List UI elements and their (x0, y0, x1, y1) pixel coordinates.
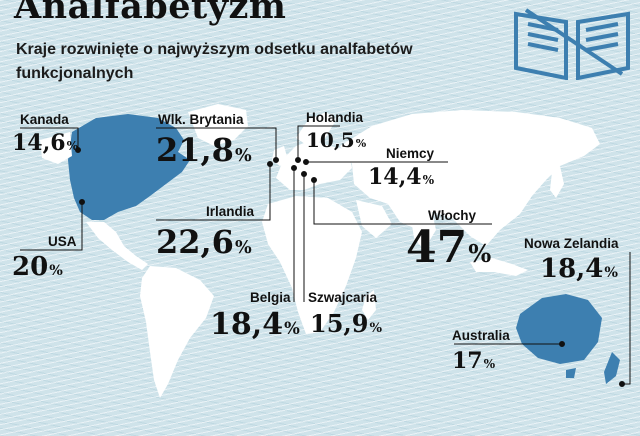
country-label-belgia: Belgia (250, 290, 291, 305)
north-america-highlight (68, 114, 190, 220)
country-label-usa: USA (48, 234, 77, 249)
country-label-nowa-zelandia: Nowa Zelandia (524, 236, 619, 251)
leader-holandia (297, 125, 340, 160)
country-label-wlochy: Włochy (428, 208, 477, 223)
value-usa: 20% (12, 252, 63, 282)
value-niemcy: 14,4% (368, 164, 435, 190)
value-kanada: 14,6% (12, 130, 79, 156)
value-wlk-brytania: 21,8% (156, 131, 252, 169)
new-zealand-highlight (604, 352, 620, 384)
europe (276, 140, 352, 190)
leader-wlk-brytania (156, 127, 277, 160)
australia-highlight (516, 294, 602, 364)
leader-kanada (20, 127, 79, 150)
leader-irlandia (156, 164, 271, 221)
marker-usa (79, 199, 85, 205)
country-label-niemcy: Niemcy (386, 146, 435, 161)
leader-usa (20, 202, 83, 251)
country-label-holandia: Holandia (306, 110, 364, 125)
value-holandia: 10,5% (306, 128, 367, 152)
arabian-peninsula (356, 200, 392, 238)
value-australia: 17% (452, 348, 496, 374)
page-subtitle: Kraje rozwinięte o najwyższym odsetku an… (16, 41, 413, 82)
page-title: Analfabetyzm (14, 0, 287, 27)
marker-wlk-brytania (273, 157, 279, 163)
value-szwajcaria: 15,9% (310, 309, 382, 338)
marker-belgia (291, 165, 297, 171)
value-belgia: 18,4% (210, 307, 300, 342)
marker-holandia (295, 157, 301, 163)
africa (262, 196, 362, 334)
marker-kanada (75, 147, 81, 153)
country-label-wlk-brytania: Wlk. Brytania (158, 112, 244, 127)
country-label-kanada: Kanada (20, 112, 69, 127)
asia (340, 110, 600, 246)
country-label-irlandia: Irlandia (206, 204, 255, 219)
leader-wlochy (313, 180, 492, 225)
scandinavia (296, 112, 336, 146)
marker-nowa-zelandia (619, 381, 625, 387)
japan (550, 166, 564, 198)
south-america (140, 266, 214, 398)
value-irlandia: 22,6% (156, 223, 252, 261)
marker-wlochy (311, 177, 317, 183)
country-label-szwajcaria: Szwajcaria (308, 290, 378, 305)
alaska (40, 132, 72, 164)
open-book-icon (514, 8, 630, 80)
central-america (86, 222, 148, 270)
marker-niemcy (303, 159, 309, 165)
value-wlochy: 47% (406, 222, 492, 273)
leader-nowa-zelandia (622, 252, 631, 385)
indonesia (470, 258, 528, 276)
marker-szwajcaria (301, 171, 307, 177)
madagascar (362, 290, 376, 320)
value-nowa-zelandia: 18,4% (540, 254, 618, 284)
country-label-australia: Australia (452, 328, 510, 343)
marker-australia (559, 341, 565, 347)
leader-lines (20, 125, 631, 387)
india (410, 212, 436, 250)
greenland (188, 104, 248, 146)
tasmania (566, 368, 576, 378)
marker-irlandia (267, 161, 273, 167)
